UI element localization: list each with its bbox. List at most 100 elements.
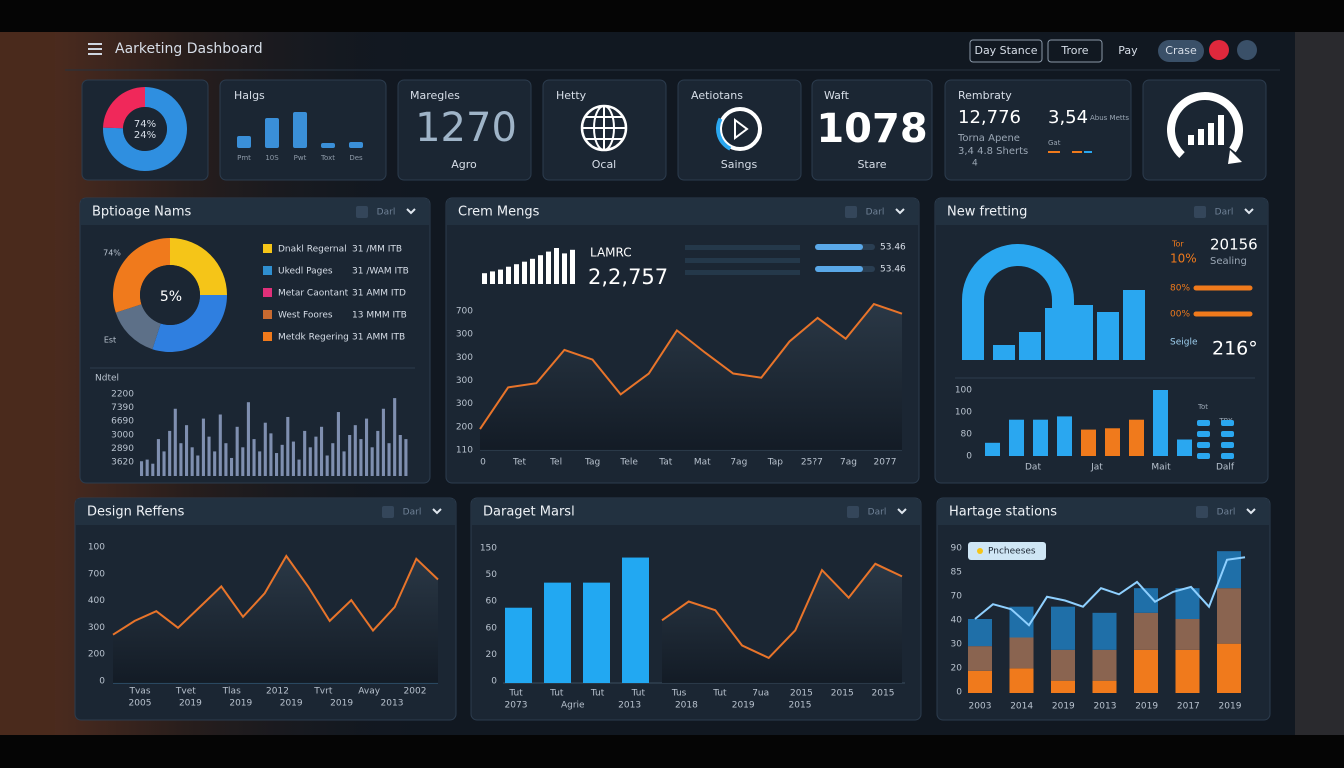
bar [156,439,160,476]
panel-checkbox[interactable] [1196,506,1208,518]
left-wall [0,32,55,735]
x-tick-label: 2003 [969,702,992,712]
line [974,556,1246,627]
panel-checkbox[interactable] [1194,206,1206,218]
x-tick-label: 2019 [229,699,252,709]
chevron[interactable] [897,508,907,515]
chevron[interactable] [432,508,442,515]
y-tick-label: 40 [951,616,963,626]
chevron[interactable] [1244,208,1254,215]
stacked-bar [968,670,992,693]
stat-caption: Sealing [1210,256,1247,267]
y-tick-label: 700 [88,569,105,579]
bar [297,459,301,476]
mini-bar [490,271,495,284]
button-label[interactable]: Pay [1118,44,1138,57]
bar [207,436,211,476]
x-tick-label: Mait [1151,463,1171,473]
stacked-bar [1134,649,1158,693]
y-tick-label: 0 [956,688,962,698]
bar [252,439,256,476]
mini-bar [554,248,559,284]
stacked-bar [1009,637,1034,669]
hero-bar [993,345,1015,360]
placeholder-bar [685,270,800,275]
legend-name: Metdk Regering [278,333,349,343]
mini-stack [1221,420,1234,426]
line-area [113,556,438,683]
bar [320,426,324,476]
panel-checkbox[interactable] [847,506,859,518]
chevron[interactable] [1246,508,1256,515]
x-tick-label: 2015 [831,689,854,699]
y-tick-label: 300 [456,330,473,340]
y-tick-label: 300 [88,623,105,633]
profile-icon[interactable] [1237,40,1257,60]
mini-bar [498,269,503,284]
mini-bar [538,255,543,284]
bar [258,451,262,476]
line [661,562,903,660]
kpi-value: 1078 [816,106,927,152]
donut-label: 24% [134,130,156,141]
bar [336,412,340,476]
bar [246,402,250,476]
x-tick-label: 2019 [732,701,755,711]
mini-stack [1197,431,1210,437]
y-tick-label: 85 [951,568,962,578]
bar [145,459,149,476]
panel-checkbox[interactable] [382,506,394,518]
x-tick-label: Tut [549,689,564,699]
button-frame[interactable] [969,39,1043,63]
line [479,302,903,430]
x-tick-label: 2019 [179,699,202,709]
y-tick-label: 0 [966,452,972,462]
panel-header [81,199,429,225]
button-label[interactable]: Day Stance [974,44,1037,57]
panel-title: New fretting [947,205,1027,220]
placeholder-bar [685,245,800,250]
mini-stack [1221,442,1234,448]
legend-swatch [263,310,272,319]
x-tick-label: 2019 [280,699,303,709]
x-tick-label: Tvas [128,687,150,697]
x-tick-label: Tag [584,458,600,468]
x-tick-label: 2013 [1094,702,1117,712]
gauge-bar [1198,129,1204,145]
button-frame[interactable] [1047,39,1103,63]
bar [370,447,374,476]
button-pill[interactable] [1158,40,1204,62]
chevron[interactable] [406,208,416,215]
bar [1009,419,1024,456]
kpi-title: Hetty [556,89,587,102]
play-accent [716,117,732,151]
button-label[interactable]: Trore [1060,44,1088,57]
stacked-bar [968,619,992,647]
panel-header [938,499,1269,525]
x-tick-label: 2002 [404,687,427,697]
progress-value: 53.46 [880,243,906,253]
x-tick-label: Avay [358,687,380,697]
donut-segment [103,87,145,129]
x-tick-label: Tet [512,458,527,468]
line [112,554,439,636]
panel-control: Darl [377,208,396,218]
alert-icon[interactable] [1209,40,1229,60]
bar [342,451,346,476]
bar [201,418,205,476]
legend-name: West Foores [278,311,333,321]
panel-checkbox[interactable] [845,206,857,218]
menu-icon[interactable] [88,43,102,55]
button-label[interactable]: Crase [1165,44,1197,57]
panel-checkbox[interactable] [356,206,368,218]
chevron[interactable] [895,208,905,215]
bar [263,422,267,476]
y-tick-label: 400 [88,596,105,606]
panel-control: Darl [403,508,422,518]
progress-bar [815,244,863,250]
stat-value: 80% [1170,284,1190,294]
y-tick-label: 2890 [111,444,134,454]
y-tick-label: 50 [486,570,498,580]
panel-title: Design Reffens [87,505,185,520]
bar [162,451,166,476]
